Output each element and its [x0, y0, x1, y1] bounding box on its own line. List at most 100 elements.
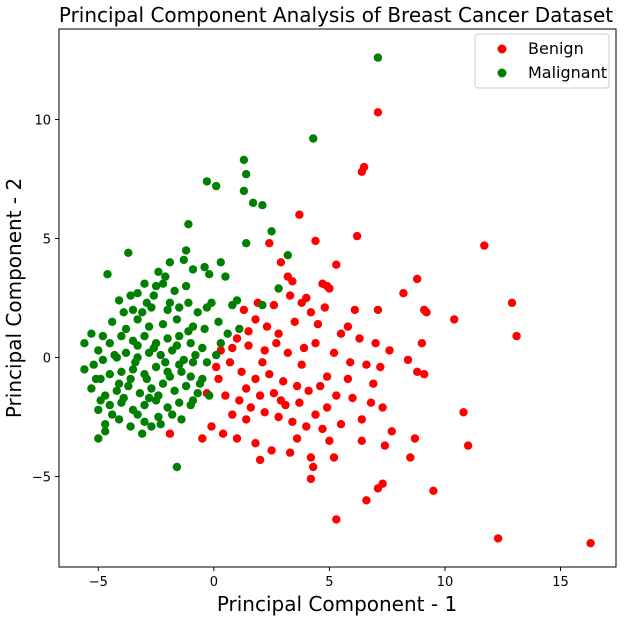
data-point-benign-56 [237, 367, 246, 376]
data-point-malignant-37 [98, 331, 108, 341]
data-point-benign-31 [251, 315, 260, 324]
data-point-benign-77 [207, 422, 216, 431]
data-point-benign-65 [366, 398, 376, 407]
chart-title: Principal Component Analysis of Breast C… [59, 3, 613, 27]
data-point-malignant-59 [216, 339, 225, 348]
data-point-benign-75 [336, 420, 346, 429]
data-point-benign-79 [232, 434, 242, 443]
data-point-benign-14 [413, 274, 422, 284]
data-point-benign-101 [459, 408, 468, 417]
data-point-malignant-73 [105, 370, 115, 379]
data-point-benign-82 [285, 448, 295, 457]
data-point-malignant-126 [193, 308, 202, 317]
data-point-benign-57 [251, 374, 260, 384]
x-tick-label: 0 [210, 575, 218, 590]
data-point-malignant-43 [172, 315, 182, 324]
data-point-malignant-4 [239, 186, 249, 196]
data-point-malignant-141 [133, 341, 142, 350]
data-point-benign-111 [214, 374, 223, 384]
data-point-malignant-101 [101, 420, 110, 429]
data-point-benign-30 [239, 305, 249, 315]
data-point-malignant-62 [98, 355, 108, 365]
data-point-benign-39 [371, 339, 380, 348]
data-point-malignant-9 [184, 220, 193, 229]
data-point-malignant-116 [142, 374, 151, 384]
data-point-benign-38 [355, 334, 364, 343]
data-point-benign-123 [242, 415, 251, 424]
data-point-malignant-85 [135, 389, 145, 398]
data-point-benign-7 [311, 236, 320, 246]
data-point-malignant-151 [228, 300, 237, 310]
data-point-malignant-71 [202, 358, 212, 367]
data-point-malignant-56 [175, 331, 184, 341]
data-point-malignant-21 [216, 258, 225, 267]
data-point-malignant-96 [140, 400, 149, 410]
data-point-benign-40 [385, 346, 394, 355]
data-point-benign-93 [292, 434, 302, 443]
data-point-malignant-121 [121, 324, 131, 334]
data-point-benign-126 [244, 327, 253, 336]
data-point-benign-21 [350, 305, 359, 315]
data-point-malignant-120 [188, 358, 198, 367]
x-axis-label: Principal Component - 1 [217, 592, 457, 616]
data-point-benign-104 [586, 539, 595, 548]
data-point-malignant-47 [235, 324, 244, 334]
y-tick-label: −5 [32, 471, 51, 486]
data-point-malignant-123 [149, 291, 158, 300]
plot-area-frame [58, 28, 617, 568]
data-point-benign-83 [306, 453, 316, 462]
data-point-malignant-104 [140, 417, 149, 426]
data-point-malignant-92 [94, 405, 103, 415]
data-point-malignant-88 [170, 386, 179, 395]
data-point-malignant-49 [94, 346, 103, 355]
data-point-malignant-25 [133, 289, 142, 298]
data-point-malignant-146 [142, 298, 151, 307]
data-point-benign-60 [292, 381, 302, 391]
data-point-benign-66 [378, 403, 387, 412]
data-point-benign-84 [329, 453, 339, 462]
data-point-benign-2 [357, 167, 366, 176]
data-point-benign-27 [285, 291, 295, 300]
data-point-malignant-18 [188, 265, 198, 274]
data-point-malignant-74 [117, 367, 126, 376]
data-point-malignant-148 [112, 353, 122, 362]
data-point-malignant-140 [144, 393, 154, 403]
data-point-benign-102 [463, 441, 473, 450]
data-point-benign-41 [403, 355, 413, 365]
data-point-malignant-33 [258, 300, 267, 310]
data-point-malignant-90 [193, 389, 202, 398]
data-point-benign-88 [410, 434, 420, 443]
data-point-malignant-129 [156, 420, 165, 429]
data-point-malignant-7 [248, 198, 258, 207]
data-point-malignant-115 [131, 358, 140, 367]
data-point-malignant-1 [309, 134, 318, 143]
data-point-malignant-86 [147, 384, 156, 393]
data-point-benign-61 [304, 386, 313, 395]
data-point-malignant-26 [126, 291, 135, 300]
data-point-benign-119 [258, 358, 267, 367]
data-point-benign-114 [297, 360, 306, 369]
data-point-benign-100 [429, 486, 438, 495]
data-point-benign-62 [316, 381, 325, 391]
x-tick-label: 10 [437, 575, 454, 590]
data-point-benign-54 [376, 362, 385, 372]
legend-label-benign: Benign [528, 39, 584, 58]
data-point-benign-90 [165, 429, 175, 438]
data-point-benign-34 [290, 317, 299, 326]
data-point-malignant-122 [138, 308, 147, 317]
data-point-malignant-48 [80, 339, 89, 348]
data-point-malignant-142 [195, 379, 205, 388]
data-point-benign-92 [228, 410, 237, 419]
data-point-benign-10 [450, 315, 459, 324]
data-point-malignant-22 [165, 258, 175, 267]
data-point-malignant-14 [179, 255, 188, 265]
legend-box [474, 33, 610, 89]
data-point-malignant-128 [223, 329, 232, 338]
data-point-malignant-38 [108, 317, 117, 326]
data-point-malignant-152 [205, 270, 214, 279]
data-point-benign-58 [265, 370, 274, 379]
data-point-benign-15 [332, 260, 341, 269]
data-point-malignant-17 [161, 272, 170, 281]
data-point-benign-76 [357, 415, 366, 424]
